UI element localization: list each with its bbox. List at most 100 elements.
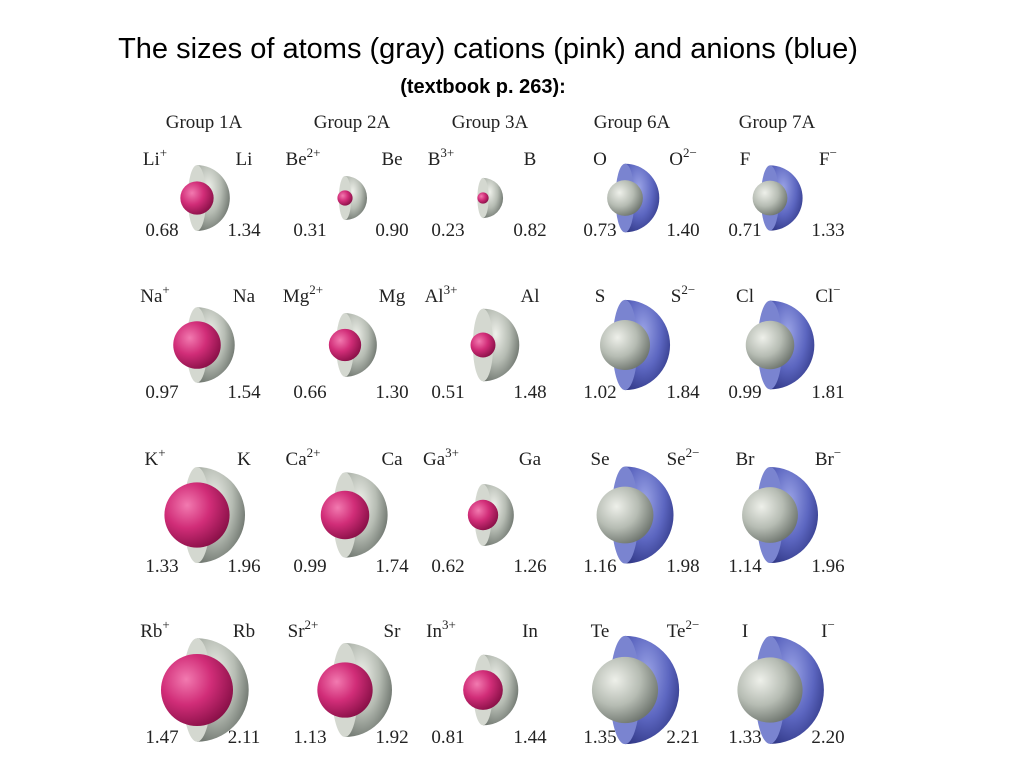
radius-value: 1.40 xyxy=(666,220,699,241)
radius-value: 0.99 xyxy=(293,556,326,577)
radius-value: 0.97 xyxy=(145,382,178,403)
charge: 2− xyxy=(686,445,700,460)
element-label: Na xyxy=(233,286,256,307)
element-label: F xyxy=(740,149,751,170)
radius-value: 1.48 xyxy=(513,382,546,403)
symbol: Ga xyxy=(423,449,446,470)
symbol: Be xyxy=(286,149,307,170)
hemisphere xyxy=(483,484,514,546)
element-label: Se xyxy=(591,449,610,470)
element-label: In3+ xyxy=(426,617,456,642)
element-label: S xyxy=(595,286,606,307)
radius-value: 1.96 xyxy=(811,556,844,577)
radius-value: 0.71 xyxy=(728,220,761,241)
element-label: In xyxy=(522,621,538,642)
symbol: O xyxy=(669,149,683,170)
element-label: Ga xyxy=(519,449,542,470)
element-label: Ca2+ xyxy=(286,445,321,470)
symbol: I xyxy=(742,621,748,642)
symbol: Na xyxy=(233,286,256,307)
charge: − xyxy=(827,617,834,632)
symbol: Al xyxy=(521,286,540,307)
element-label: Te xyxy=(591,621,610,642)
symbol: F xyxy=(740,149,751,170)
hemisphere xyxy=(483,308,520,382)
symbol: Se xyxy=(591,449,610,470)
symbol: Be xyxy=(381,149,402,170)
element-label: I xyxy=(742,621,748,642)
element-label: Cl− xyxy=(815,282,840,307)
element-label: Rb xyxy=(233,621,255,642)
atom-sphere xyxy=(600,320,650,370)
radius-value: 0.73 xyxy=(583,220,616,241)
radius-value: 1.74 xyxy=(375,556,409,577)
symbol: Mg xyxy=(283,286,310,307)
radius-value: 1.33 xyxy=(145,556,178,577)
cation-sphere xyxy=(317,662,373,718)
radius-value: 2.20 xyxy=(811,727,844,748)
element-label: Cl xyxy=(736,286,754,307)
symbol: In xyxy=(522,621,538,642)
cation-sphere xyxy=(328,328,362,362)
atom-sphere xyxy=(607,180,643,216)
element-label: B xyxy=(524,149,537,170)
element-label: Rb+ xyxy=(140,617,170,642)
cation-sphere xyxy=(320,490,370,540)
symbol: Sr xyxy=(288,621,306,642)
cation-sphere xyxy=(337,190,353,206)
charge: 2+ xyxy=(307,445,321,460)
charge: 2+ xyxy=(307,145,321,160)
symbol: In xyxy=(426,621,442,642)
radius-value: 0.82 xyxy=(513,220,546,241)
symbol: B xyxy=(524,149,537,170)
symbol: Te xyxy=(667,621,686,642)
element-label: Be2+ xyxy=(286,145,321,170)
symbol: Rb xyxy=(140,621,162,642)
symbol: B xyxy=(428,149,441,170)
group-header: Group 3A xyxy=(452,112,529,133)
radius-value: 0.51 xyxy=(431,382,464,403)
atom-sphere xyxy=(752,180,788,216)
atom-sphere xyxy=(745,320,795,370)
atom-sphere xyxy=(737,657,803,723)
cation-sphere xyxy=(164,482,230,548)
radius-value: 1.96 xyxy=(227,556,260,577)
symbol: Cl xyxy=(815,286,833,307)
symbol: Ca xyxy=(286,449,308,470)
element-label: Al3+ xyxy=(425,282,458,307)
charge: 2+ xyxy=(305,617,319,632)
atom-sphere xyxy=(742,487,798,543)
element-label: Br xyxy=(736,449,756,470)
element-label: B3+ xyxy=(428,145,455,170)
symbol: Br xyxy=(736,449,756,470)
charge: 3+ xyxy=(445,445,459,460)
cation-sphere xyxy=(173,321,221,369)
atom-sphere xyxy=(591,656,659,724)
group-header: Group 1A xyxy=(166,112,243,133)
element-label: O xyxy=(593,149,607,170)
radius-value: 1.81 xyxy=(811,382,844,403)
radius-value: 2.21 xyxy=(666,727,699,748)
charge: 2+ xyxy=(309,282,323,297)
symbol: Cl xyxy=(736,286,754,307)
element-label: O2− xyxy=(669,145,697,170)
symbol: Te xyxy=(591,621,610,642)
element-label: Te2− xyxy=(667,617,700,642)
radius-value: 0.99 xyxy=(728,382,761,403)
group-header: Group 7A xyxy=(739,112,816,133)
radius-value: 1.16 xyxy=(583,556,616,577)
cation-sphere xyxy=(477,192,489,204)
radius-value: 0.90 xyxy=(375,220,408,241)
charge: 3+ xyxy=(442,617,456,632)
symbol: Br xyxy=(815,449,835,470)
title: The sizes of atoms (gray) cations (pink)… xyxy=(118,33,858,65)
radius-value: 1.98 xyxy=(666,556,699,577)
radius-value: 1.30 xyxy=(375,382,408,403)
charge: + xyxy=(162,282,169,297)
symbol: K xyxy=(144,449,158,470)
symbol: Ca xyxy=(381,449,403,470)
radius-value: 1.54 xyxy=(227,382,261,403)
charge: + xyxy=(162,617,169,632)
symbol: S xyxy=(671,286,682,307)
group-header: Group 2A xyxy=(314,112,391,133)
